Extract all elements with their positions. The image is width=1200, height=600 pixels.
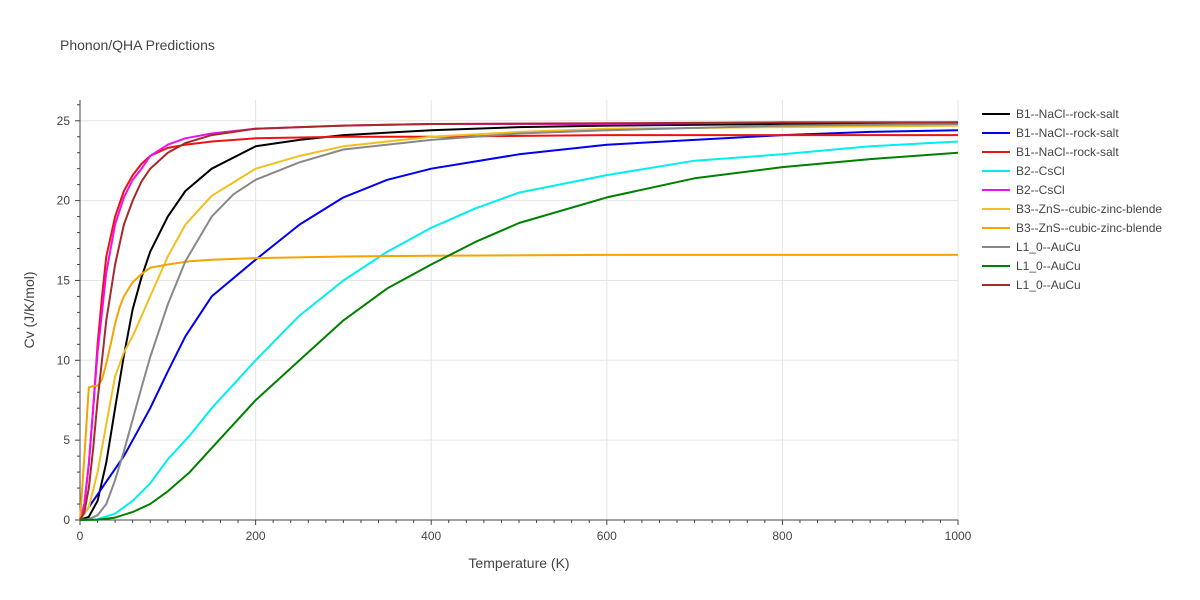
y-tick-label: 10 xyxy=(57,353,71,367)
legend-label-6: B3--ZnS--cubic-zinc-blende xyxy=(1016,202,1162,216)
x-axis-title: Temperature (K) xyxy=(468,555,569,571)
series-line-6 xyxy=(79,124,959,521)
x-tick-label: 1000 xyxy=(945,529,972,543)
legend-label-4: B2--CsCl xyxy=(1016,164,1065,178)
legend-label-5: B2--CsCl xyxy=(1016,183,1065,197)
y-tick-label: 20 xyxy=(57,194,71,208)
legend-label-7: B3--ZnS--cubic-zinc-blende xyxy=(1016,221,1162,235)
x-tick-label: 600 xyxy=(597,529,617,543)
legend-label-9: L1_0--AuCu xyxy=(1016,259,1081,273)
x-tick-label: 400 xyxy=(421,529,441,543)
legend-label-8: L1_0--AuCu xyxy=(1016,240,1081,254)
axes xyxy=(75,100,959,525)
x-tick-label: 800 xyxy=(772,529,792,543)
legend-label-10: L1_0--AuCu xyxy=(1016,278,1081,292)
x-tick-label: 0 xyxy=(77,529,84,543)
series-line-4 xyxy=(79,140,959,521)
legend: B1--NaCl--rock-salt B1--NaCl--rock-salt B1… xyxy=(982,107,1162,292)
legend-label-3: B1--NaCl--rock-salt xyxy=(1016,145,1119,159)
series-line-8 xyxy=(79,123,959,521)
y-tick-label: 25 xyxy=(57,114,71,128)
legend-label-2: B1--NaCl--rock-salt xyxy=(1016,126,1119,140)
series-line-9 xyxy=(79,151,959,521)
series-line-10 xyxy=(79,121,958,521)
series-line-1 xyxy=(79,121,959,521)
legend-label-1: B1--NaCl--rock-salt xyxy=(1016,107,1119,121)
y-tick-label: 5 xyxy=(63,433,70,447)
series-line-7 xyxy=(79,253,958,521)
tick-labels: 0 200 400 600 800 1000 0 5 10 15 20 25 xyxy=(57,114,972,543)
series-layer xyxy=(79,121,959,521)
y-axis-title: Cv (J/K/mol) xyxy=(21,272,37,349)
x-tick-label: 200 xyxy=(246,529,266,543)
y-tick-label: 15 xyxy=(57,273,71,287)
chart-title: Phonon/QHA Predictions xyxy=(60,37,215,53)
y-tick-label: 0 xyxy=(63,513,70,527)
series-line-2 xyxy=(79,129,959,521)
